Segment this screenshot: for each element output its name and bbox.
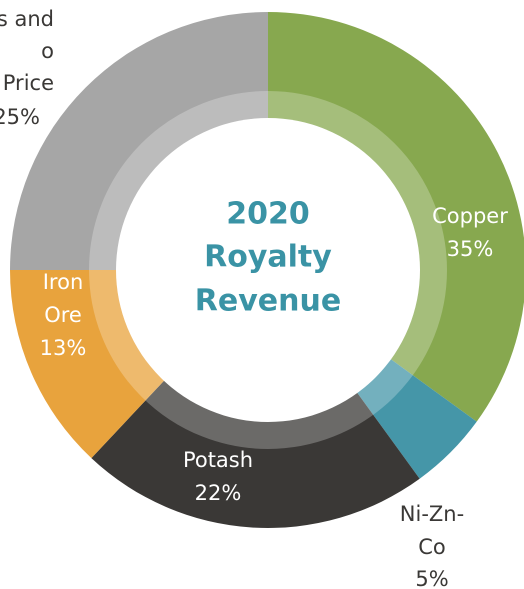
slice-label: Price xyxy=(3,71,54,95)
donut-slice xyxy=(356,358,477,479)
value-label: 5% xyxy=(415,567,448,589)
chart-title: Revenue xyxy=(195,284,341,319)
slice-label: Copper xyxy=(432,204,508,228)
chart-title: Royalty xyxy=(204,240,332,275)
slice-label: Ni-Zn- xyxy=(400,502,464,526)
value-label: 13% xyxy=(40,336,87,360)
value-label: 35% xyxy=(447,237,494,261)
value-label: 22% xyxy=(195,481,242,505)
slice-label: Iron xyxy=(43,270,84,294)
value-label: 25% xyxy=(0,105,40,129)
chart-title: 2020 xyxy=(226,197,310,232)
slice-label: o xyxy=(41,39,54,63)
slice-label: Co xyxy=(418,535,446,559)
donut-slice xyxy=(10,270,166,459)
inner-ring xyxy=(89,91,447,449)
slice-label: Potash xyxy=(183,448,253,472)
donut-slice xyxy=(10,12,268,270)
donut-slice xyxy=(91,379,420,528)
slice-label: Ore xyxy=(44,303,82,327)
donut-hole xyxy=(116,118,420,422)
donut-slice xyxy=(268,12,524,422)
slice-label: s and xyxy=(0,7,54,31)
